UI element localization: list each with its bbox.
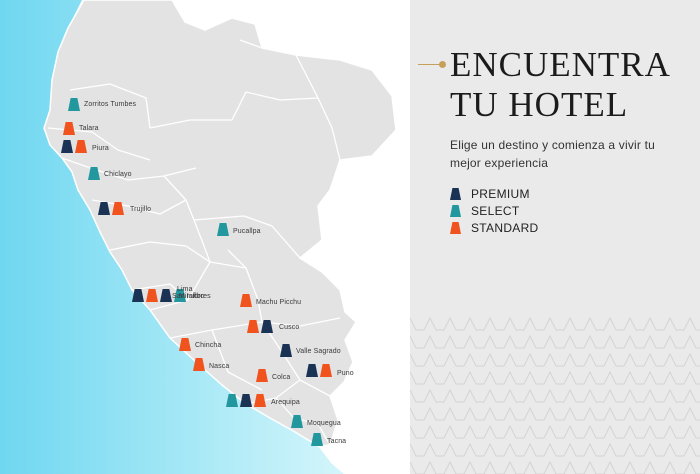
hotel-marker-piura-standard[interactable] bbox=[75, 140, 87, 153]
hotel-marker-lima-premium[interactable] bbox=[132, 289, 144, 302]
city-label-machu-picchu[interactable]: Machu Picchu bbox=[256, 299, 302, 306]
page-title-line-1: ENCUENTRA bbox=[450, 45, 671, 84]
pattern-wave-line bbox=[410, 460, 700, 474]
city-label-pucallpa[interactable]: Pucallpa bbox=[233, 228, 261, 235]
hotel-marker-talara-standard[interactable] bbox=[63, 122, 75, 135]
city-label-nasca[interactable]: Nasca bbox=[209, 363, 230, 370]
hotel-marker-machu-picchu-standard[interactable] bbox=[240, 294, 252, 307]
hotel-marker-zorritos-select[interactable] bbox=[68, 98, 80, 111]
page-title-line-2: TU HOTEL bbox=[450, 85, 629, 124]
city-label-valle-sagrado[interactable]: Valle Sagrado bbox=[296, 348, 341, 355]
hotel-marker-lima-standard[interactable] bbox=[146, 289, 158, 302]
map-canvas bbox=[0, 0, 397, 474]
city-label-san-isidro[interactable]: San Isidro bbox=[172, 293, 205, 300]
pattern-wave-line bbox=[410, 316, 700, 331]
legend-item-standard: STANDARD bbox=[450, 220, 539, 236]
pattern-wave-line bbox=[410, 442, 700, 457]
hotel-marker-lima-select[interactable] bbox=[174, 289, 186, 302]
page-subtitle: Elige un destino y comienza a vivir tu m… bbox=[450, 138, 656, 170]
city-label-chincha[interactable]: Chincha bbox=[195, 342, 222, 349]
legend-item-premium: PREMIUM bbox=[450, 186, 530, 202]
hotel-marker-cusco-premium[interactable] bbox=[261, 320, 273, 333]
hotel-marker-trujillo-premium[interactable] bbox=[98, 202, 110, 215]
accent-dot bbox=[439, 61, 446, 68]
hotel-marker-chincha-standard[interactable] bbox=[179, 338, 191, 351]
premium-marker-icon bbox=[450, 188, 461, 200]
hotel-marker-arequipa-select[interactable] bbox=[226, 394, 238, 407]
hotel-marker-chiclayo-select[interactable] bbox=[88, 167, 100, 180]
accent-line bbox=[418, 64, 442, 65]
pattern-wave-line bbox=[410, 352, 700, 367]
city-label-miraflores[interactable]: Miraflores bbox=[179, 293, 211, 300]
pattern-wave-line bbox=[410, 424, 700, 439]
city-label-moquegua[interactable]: Moquegua bbox=[307, 420, 341, 427]
hotel-marker-moquegua-select[interactable] bbox=[291, 415, 303, 428]
city-label-chiclayo[interactable]: Chiclayo bbox=[104, 171, 132, 178]
legend-label: PREMIUM bbox=[471, 187, 530, 201]
legend-item-select: SELECT bbox=[450, 203, 519, 219]
city-label-tacna[interactable]: Tacna bbox=[327, 438, 347, 445]
city-label-lima[interactable]: Lima bbox=[177, 286, 193, 293]
standard-marker-icon bbox=[450, 222, 461, 234]
hotel-marker-puno-standard[interactable] bbox=[320, 364, 332, 377]
city-label-arequipa[interactable]: Arequipa bbox=[271, 399, 300, 406]
hotel-marker-piura-premium[interactable] bbox=[61, 140, 73, 153]
city-label-zorritos[interactable]: Zorritos Tumbes bbox=[84, 101, 137, 108]
hotel-marker-arequipa-premium[interactable] bbox=[240, 394, 252, 407]
region-borders bbox=[47, 39, 341, 446]
decorative-pattern bbox=[410, 316, 700, 474]
select-marker-icon bbox=[450, 205, 461, 217]
legend-label: STANDARD bbox=[471, 221, 539, 235]
city-label-puno[interactable]: Puno bbox=[337, 370, 354, 377]
ocean bbox=[0, 0, 344, 474]
city-label-cusco[interactable]: Cusco bbox=[279, 324, 300, 331]
pattern-wave-line bbox=[410, 334, 700, 349]
hotel-marker-trujillo-standard[interactable] bbox=[112, 202, 124, 215]
hotel-marker-lima-premium[interactable] bbox=[160, 289, 172, 302]
hotel-marker-tacna-select[interactable] bbox=[311, 433, 323, 446]
city-label-colca[interactable]: Colca bbox=[272, 374, 291, 381]
hotel-marker-arequipa-standard[interactable] bbox=[254, 394, 266, 407]
hotel-marker-cusco-standard[interactable] bbox=[247, 320, 259, 333]
legend-label: SELECT bbox=[471, 204, 520, 218]
info-panel: ENCUENTRA TU HOTEL Elige un destino y co… bbox=[410, 0, 700, 474]
city-label-trujillo[interactable]: Trujillo bbox=[130, 206, 152, 213]
pattern-wave-line bbox=[410, 388, 700, 403]
city-label-talara[interactable]: Talara bbox=[79, 125, 99, 132]
pattern-wave-line bbox=[410, 370, 700, 385]
city-label-piura[interactable]: Piura bbox=[92, 145, 109, 152]
hotel-marker-valle-sagrado-premium[interactable] bbox=[280, 344, 292, 357]
pattern-wave-line bbox=[410, 406, 700, 421]
hotel-marker-colca-standard[interactable] bbox=[256, 369, 268, 382]
hotel-marker-pucallpa-select[interactable] bbox=[217, 223, 229, 236]
hotel-marker-nasca-standard[interactable] bbox=[193, 358, 205, 371]
peru-map: Zorritos Tumbes Talara Piura Chiclayo Trujil… bbox=[0, 0, 410, 474]
hotel-marker-puno-premium[interactable] bbox=[306, 364, 318, 377]
